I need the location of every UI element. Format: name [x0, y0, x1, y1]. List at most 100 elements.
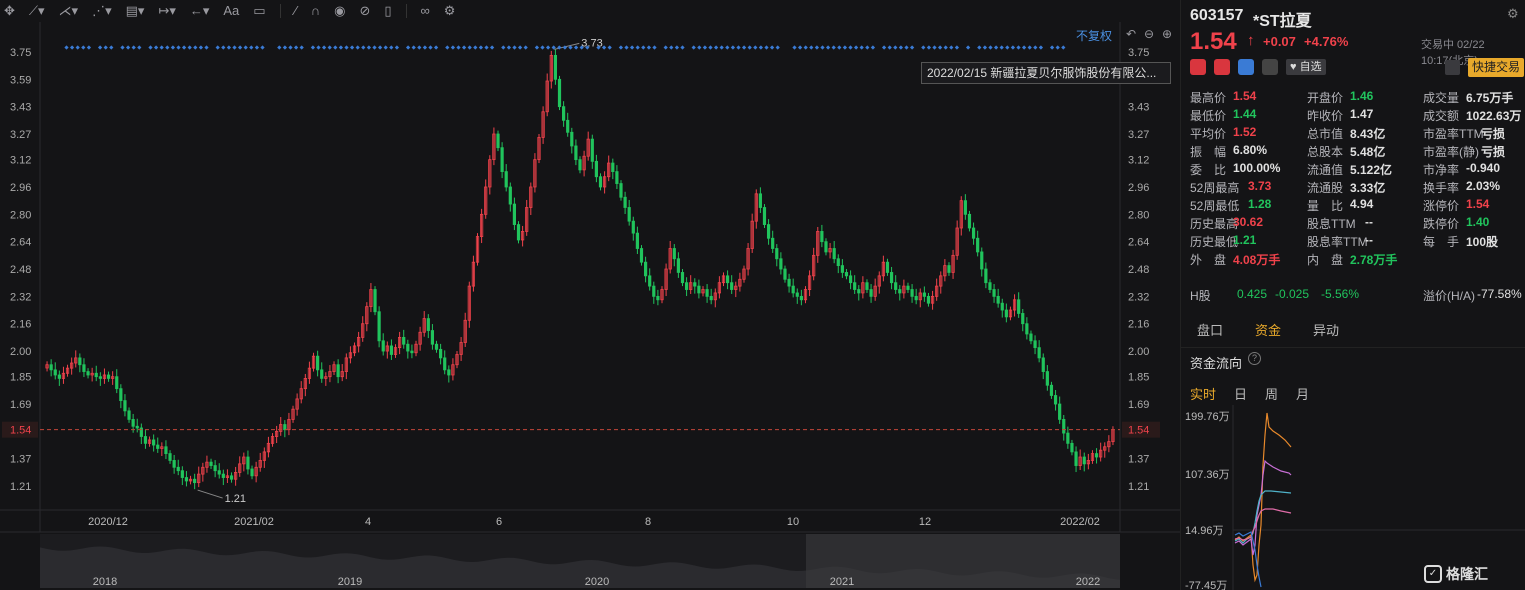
candle-body	[1103, 446, 1107, 451]
candle-body	[418, 331, 422, 345]
candle-body	[402, 336, 406, 345]
adjust-mode-button[interactable]: 不复权	[1076, 29, 1113, 43]
y-tick-label-left: 3.43	[10, 102, 31, 114]
candle-body	[582, 155, 586, 171]
period-day[interactable]: 日	[1234, 387, 1248, 402]
y-tick-label-right: 2.48	[1128, 264, 1149, 276]
tab-orderbook[interactable]: 盘口	[1197, 323, 1224, 338]
bell-icon[interactable]	[1445, 60, 1460, 75]
candle-body	[119, 388, 123, 402]
candle-body	[643, 261, 648, 277]
last-price-label-left: 1.54	[10, 425, 31, 437]
navigator-year-label: 2019	[338, 576, 362, 588]
y-tick-label-right: 2.80	[1128, 209, 1149, 221]
period-week[interactable]: 周	[1265, 387, 1279, 402]
period-realtime[interactable]: 实时	[1190, 387, 1217, 402]
help-icon[interactable]: ?	[1248, 352, 1261, 365]
tab-capital[interactable]: 资金	[1255, 323, 1282, 338]
y-tick-label-left: 1.69	[10, 399, 31, 411]
y-tick-label-left: 2.16	[10, 319, 31, 331]
tab-anomaly[interactable]: 异动	[1313, 323, 1340, 338]
candle-body	[221, 473, 225, 478]
candle-body	[721, 275, 726, 284]
candle-body	[992, 289, 996, 297]
quick-trade-button[interactable]: 快捷交易	[1468, 58, 1524, 77]
candle-body	[779, 258, 783, 270]
quote-row: 振 幅 6.80% 总股本 5.48亿 市盈率(静) 亏损	[1190, 143, 1525, 161]
measure-tool-icon[interactable]: ↦▾	[158, 3, 176, 18]
candle-body	[316, 355, 320, 371]
line-tool-icon[interactable]: ⟋▾	[28, 3, 45, 18]
zoom-out-icon[interactable]: ⊖	[1144, 27, 1155, 41]
eye-icon[interactable]: ◉	[334, 3, 346, 18]
margin-icon[interactable]	[1214, 59, 1230, 75]
candle-body	[439, 348, 443, 359]
candle-body	[1000, 302, 1004, 311]
x-tick-label: 12	[919, 516, 931, 528]
candle-body	[410, 350, 414, 354]
flow-y-label: 107.36万	[1185, 469, 1230, 481]
candle-body	[566, 119, 570, 133]
quote-field-label: 振 幅	[1190, 145, 1227, 159]
candle-body	[406, 343, 410, 352]
period-month[interactable]: 月	[1296, 387, 1310, 402]
news-tooltip[interactable]: 2022/02/15 新疆拉夏贝尔服饰股份有限公...	[921, 62, 1171, 84]
candle-body	[434, 343, 439, 350]
candle-body	[307, 367, 312, 379]
candle-body	[525, 207, 529, 232]
zoom-in-icon[interactable]: ⊕	[1162, 27, 1173, 41]
fib-tool-icon[interactable]: ▤▾	[125, 3, 145, 18]
kline-chart[interactable]: 3.753.753.593.593.433.433.273.273.123.12…	[0, 22, 1180, 590]
pen-icon[interactable]: ⁄	[294, 3, 297, 18]
candle-body	[78, 357, 82, 366]
pattern-tool-icon[interactable]: ⋰▾	[92, 3, 112, 18]
x-tick-label: 10	[787, 516, 799, 528]
candle-body	[451, 364, 455, 376]
candle-body	[881, 261, 885, 277]
draw-tool-icon[interactable]: ⋌▾	[58, 3, 79, 18]
quote-field-value: 1.46	[1350, 89, 1374, 103]
quote-field-value: 3.33亿	[1350, 181, 1386, 195]
settings-icon[interactable]: ⚙	[443, 3, 456, 18]
china-flag-icon	[1190, 59, 1206, 75]
candle-body	[1058, 403, 1062, 420]
quote-field-value: 亏损	[1481, 145, 1506, 159]
candle-body	[537, 137, 541, 161]
move-icon[interactable]: ✥	[4, 3, 15, 18]
candle-body	[1099, 449, 1103, 458]
tag-icon[interactable]	[1238, 59, 1254, 75]
event-marker	[237, 45, 243, 50]
trading-status: 交易中 02/22 10:17(北京)	[1421, 39, 1485, 67]
candle-body	[447, 369, 451, 376]
last-price-label-right: 1.54	[1128, 425, 1149, 437]
candle-body	[57, 374, 61, 379]
text-tool-icon[interactable]: Aa	[223, 3, 240, 18]
candle-body	[574, 145, 578, 161]
candle-body	[184, 477, 189, 482]
kline-chart-area[interactable]: 3.753.753.593.593.433.433.273.273.123.12…	[0, 22, 1180, 590]
comment-icon[interactable]: ▭	[253, 3, 266, 18]
undo-icon[interactable]: ↶	[1126, 27, 1137, 41]
hide-icon[interactable]: ⊘	[359, 3, 371, 18]
settings-icon[interactable]: ⚙	[1507, 6, 1519, 21]
candle-body	[935, 285, 939, 297]
candle-body	[684, 282, 689, 290]
add-watchlist-button[interactable]: ♥ 自选	[1286, 59, 1326, 75]
note-icon[interactable]	[1262, 59, 1278, 75]
candle-body	[480, 213, 484, 237]
up-arrow-icon: ↑	[1247, 32, 1255, 49]
candle-body	[840, 265, 844, 273]
candle-body	[160, 446, 164, 449]
magnet-icon[interactable]: ∩	[310, 3, 321, 18]
y-tick-label-right: 2.96	[1128, 182, 1149, 194]
candle-body	[45, 364, 49, 369]
quote-field-label: 平均价	[1190, 127, 1227, 141]
candle-body	[369, 289, 373, 308]
arrow-tool-icon[interactable]: ←▾	[189, 3, 210, 18]
link-icon[interactable]: ∞	[420, 3, 430, 18]
navigator-year-label: 2022	[1076, 576, 1100, 588]
candle-body	[607, 162, 611, 178]
trash-icon[interactable]: ▯	[384, 3, 392, 18]
flow-line-small	[1234, 490, 1292, 544]
watch-label: 自选	[1299, 61, 1322, 73]
